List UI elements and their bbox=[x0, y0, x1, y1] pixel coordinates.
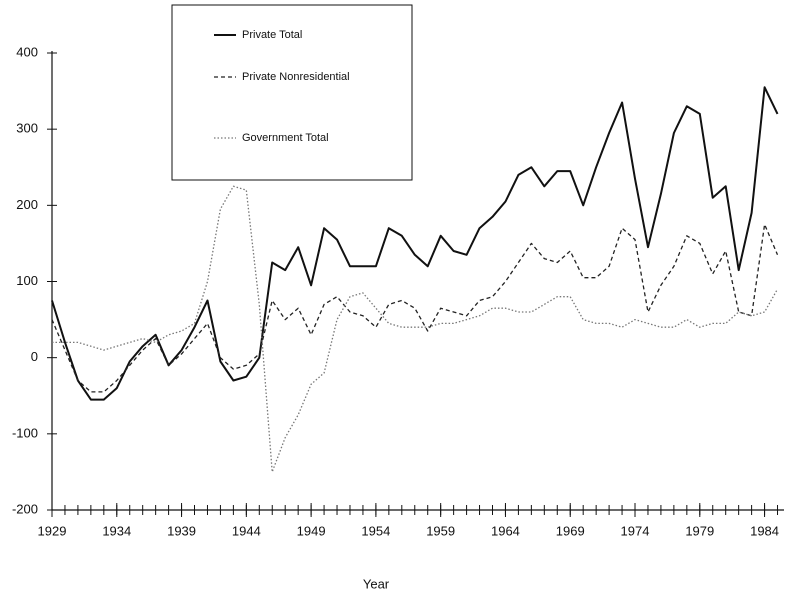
x-axis-title: Year bbox=[363, 576, 390, 591]
legend-box bbox=[171, 4, 413, 181]
series-line bbox=[51, 86, 779, 401]
legend-label: Private Total bbox=[242, 29, 302, 41]
legend-label: Private Nonresidential bbox=[242, 71, 350, 83]
x-tick-label: 1964 bbox=[491, 523, 520, 538]
x-tick-label: 1944 bbox=[232, 523, 261, 538]
x-tick-label: 1979 bbox=[685, 523, 714, 538]
x-tick-label: 1974 bbox=[621, 523, 650, 538]
x-tick-label: 1939 bbox=[167, 523, 196, 538]
series-line bbox=[51, 223, 779, 393]
y-tick-label: 400 bbox=[16, 44, 38, 59]
y-tick-label: 0 bbox=[31, 349, 38, 364]
x-tick-label: 1984 bbox=[750, 523, 779, 538]
legend: Private Total Private Nonresidential Gover… bbox=[171, 4, 413, 181]
x-tick-label: 1929 bbox=[38, 523, 67, 538]
x-tick-label: 1949 bbox=[297, 523, 326, 538]
y-tick-label: -100 bbox=[12, 425, 38, 440]
y-tick-label: 300 bbox=[16, 121, 38, 136]
x-tick-label: 1954 bbox=[361, 523, 390, 538]
x-tick-label: 1959 bbox=[426, 523, 455, 538]
legend-label: Government Total bbox=[242, 132, 329, 144]
y-tick-label: 100 bbox=[16, 273, 38, 288]
x-tick-label: 1969 bbox=[556, 523, 585, 538]
y-tick-label: 200 bbox=[16, 197, 38, 212]
y-tick-label: -200 bbox=[12, 501, 38, 516]
x-tick-label: 1934 bbox=[102, 523, 131, 538]
series-line bbox=[52, 185, 779, 473]
